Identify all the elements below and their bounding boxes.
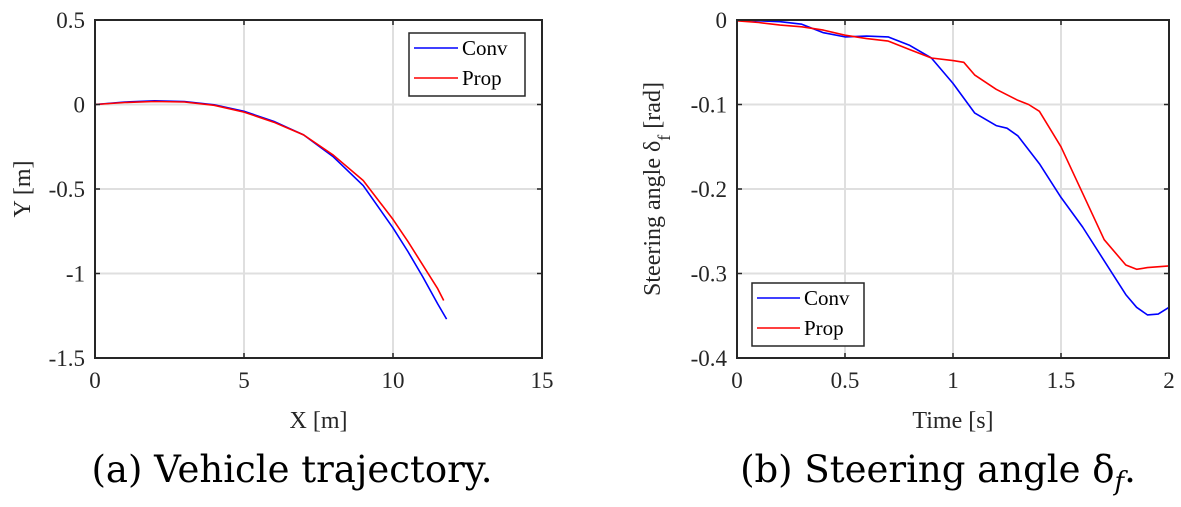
steering-y-tick-label-0: 0 — [716, 8, 728, 33]
trajectory-y-axis-label: Y [m] — [10, 160, 36, 217]
steering-caption: (b) Steering angle δf. — [740, 448, 1136, 497]
trajectory-chart: 0 5 10 15 0.5 0 -0.5 -1 -1.5 X [m] Y [m] Conv Pr… — [10, 8, 554, 491]
steering-y-label-unit: [rad] — [640, 82, 666, 135]
steering-caption-main: (b) Steering angle δ — [740, 448, 1114, 491]
trajectory-x-axis-label: X [m] — [290, 408, 348, 434]
steering-y-label-subscript: f — [654, 135, 674, 141]
steering-x-tick-label-0: 0 — [731, 368, 743, 393]
steering-legend-conv-label: Conv — [804, 286, 850, 310]
trajectory-caption: (a) Vehicle trajectory. — [91, 448, 492, 491]
steering-series-prop-line — [736, 20, 1170, 271]
trajectory-legend-conv-label: Conv — [462, 36, 508, 60]
trajectory-series-prop-line — [94, 100, 445, 301]
steering-x-tick-label-2: 2 — [1163, 368, 1175, 393]
trajectory-y-tick-label-0: 0 — [74, 93, 86, 118]
steering-legend-box — [751, 282, 865, 347]
trajectory-x-tick-label-5: 5 — [238, 368, 250, 393]
steering-legend: Conv Prop — [751, 282, 865, 347]
steering-caption-end: . — [1124, 448, 1136, 491]
steering-y-tick-label-neg0p1: -0.1 — [691, 93, 727, 118]
trajectory-y-tick-label-neg1: -1 — [66, 262, 85, 287]
trajectory-x-tick-label-10: 10 — [382, 368, 405, 393]
steering-angle-chart: 0 0.5 1 1.5 2 0 -0.1 -0.2 -0.3 -0.4 Time [s] Stee… — [640, 8, 1175, 497]
steering-series-conv-line — [736, 19, 1170, 316]
trajectory-x-tick-label-0: 0 — [89, 368, 101, 393]
trajectory-y-tick-label-neg0p5: -0.5 — [49, 177, 85, 202]
trajectory-x-tick-label-15: 15 — [531, 368, 554, 393]
steering-y-tick-label-neg0p3: -0.3 — [691, 262, 727, 287]
steering-x-tick-label-0p5: 0.5 — [831, 368, 860, 393]
steering-y-tick-label-neg0p4: -0.4 — [691, 346, 728, 371]
steering-y-tick-label-neg0p2: -0.2 — [691, 177, 727, 202]
trajectory-legend-prop-label: Prop — [462, 66, 502, 90]
steering-y-label-main: Steering angle δ — [640, 141, 666, 296]
trajectory-y-tick-label-neg1p5: -1.5 — [49, 346, 85, 371]
steering-x-tick-label-1p5: 1.5 — [1047, 368, 1076, 393]
steering-x-tick-label-1: 1 — [947, 368, 959, 393]
trajectory-legend: Conv Prop — [408, 32, 526, 97]
trajectory-legend-box — [408, 32, 526, 97]
steering-y-axis-label: Steering angle δf [rad] — [640, 82, 674, 296]
trajectory-y-tick-label-0p5: 0.5 — [56, 8, 85, 33]
steering-x-axis-label: Time [s] — [912, 408, 993, 434]
steering-legend-prop-label: Prop — [804, 316, 844, 340]
